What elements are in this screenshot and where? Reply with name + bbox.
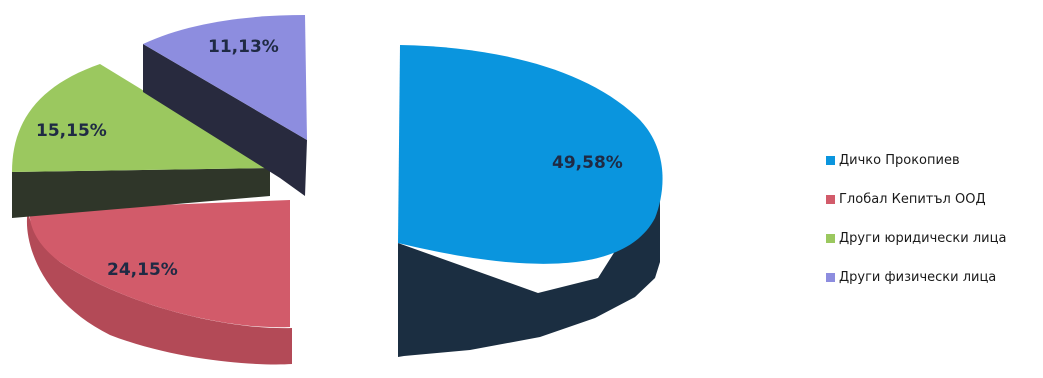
legend-label: Други юридически лица	[839, 230, 1007, 246]
legend-label: Глобал Кепитъл ООД	[839, 191, 986, 207]
legend-swatch	[826, 194, 835, 204]
legend-label: Други физически лица	[839, 269, 997, 285]
legend: Дичко Прокопиев Глобал Кепитъл ООД Други…	[826, 150, 1006, 306]
pie-slice-global-capital	[26, 200, 293, 365]
data-label-other-legal: 15,15%	[36, 121, 107, 141]
data-label-other-individuals: 11,13%	[208, 37, 279, 57]
pie-slice-prokopiev-top	[398, 45, 663, 264]
legend-swatch	[826, 272, 835, 282]
pie-slice-prokopiev-side	[398, 180, 660, 357]
pie-slice-global-capital-top	[29, 200, 290, 328]
pie-slice-other-legal-side	[12, 168, 270, 218]
pie-slice-other-individuals	[143, 15, 307, 196]
legend-item: Други физически лица	[826, 267, 1006, 287]
legend-item: Дичко Прокопиев	[826, 150, 1006, 170]
pie-slice-other-legal-top	[12, 64, 270, 172]
pie-slice-other-individuals-top	[143, 15, 307, 140]
pie-slice-global-capital-side	[26, 210, 293, 365]
pie-slice-prokopiev	[398, 45, 663, 357]
legend-swatch	[826, 155, 835, 165]
pie-slice-other-individuals-side	[143, 44, 307, 196]
legend-item: Други юридически лица	[826, 228, 1006, 248]
data-label-global-capital: 24,15%	[107, 260, 178, 280]
data-label-prokopiev: 49,58%	[552, 153, 623, 173]
legend-item: Глобал Кепитъл ООД	[826, 189, 1006, 209]
pie-slice-other-legal	[12, 64, 270, 218]
legend-swatch	[826, 233, 835, 243]
legend-label: Дичко Прокопиев	[839, 152, 960, 168]
